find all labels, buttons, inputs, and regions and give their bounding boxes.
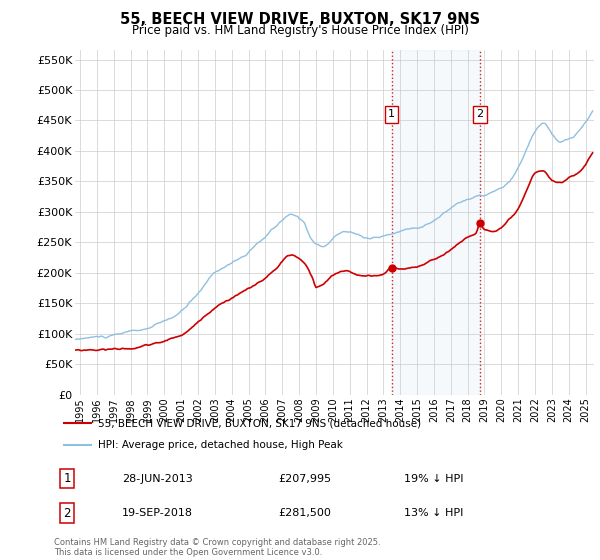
Text: HPI: Average price, detached house, High Peak: HPI: Average price, detached house, High… <box>98 440 343 450</box>
Text: 2: 2 <box>476 109 484 119</box>
Text: 1: 1 <box>64 472 71 485</box>
Text: 19% ↓ HPI: 19% ↓ HPI <box>404 474 463 484</box>
Text: £281,500: £281,500 <box>278 508 331 518</box>
Text: 1: 1 <box>388 109 395 119</box>
Text: 55, BEECH VIEW DRIVE, BUXTON, SK17 9NS: 55, BEECH VIEW DRIVE, BUXTON, SK17 9NS <box>120 12 480 27</box>
Text: 19-SEP-2018: 19-SEP-2018 <box>122 508 193 518</box>
Text: 13% ↓ HPI: 13% ↓ HPI <box>404 508 463 518</box>
Text: £207,995: £207,995 <box>278 474 332 484</box>
Bar <box>392 50 480 395</box>
Text: Contains HM Land Registry data © Crown copyright and database right 2025.
This d: Contains HM Land Registry data © Crown c… <box>54 538 380 557</box>
Text: Price paid vs. HM Land Registry's House Price Index (HPI): Price paid vs. HM Land Registry's House … <box>131 24 469 37</box>
Text: 55, BEECH VIEW DRIVE, BUXTON, SK17 9NS (detached house): 55, BEECH VIEW DRIVE, BUXTON, SK17 9NS (… <box>98 418 421 428</box>
Text: 28-JUN-2013: 28-JUN-2013 <box>122 474 193 484</box>
Text: 2: 2 <box>64 507 71 520</box>
